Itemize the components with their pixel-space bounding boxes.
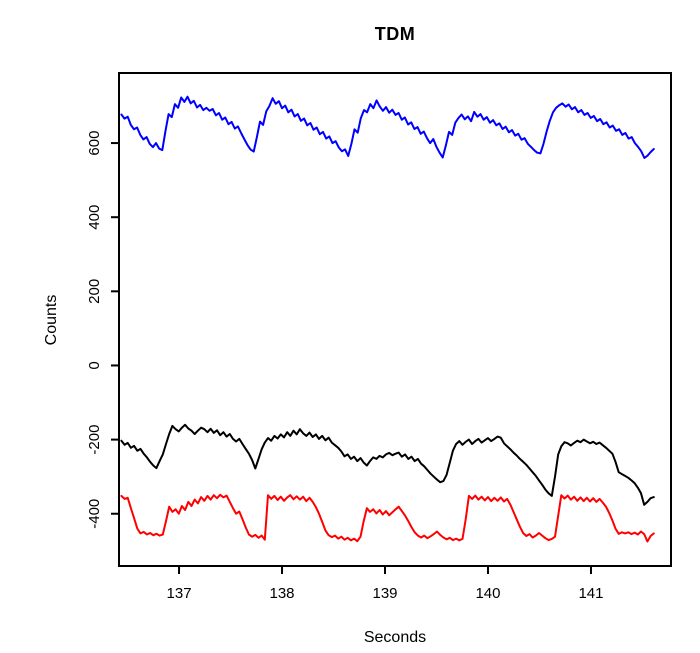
y-tick-label: 200	[86, 279, 103, 304]
plot-box	[118, 72, 672, 567]
y-tick-label: -200	[86, 425, 103, 455]
plot-area: 137 138 139 140 141 -400 -200 0 200 400 600	[86, 72, 672, 602]
x-tick-label: 141	[578, 585, 603, 602]
red-trace-line	[120, 493, 655, 543]
x-axis-label: Seconds	[364, 629, 426, 646]
y-tick-label: -400	[86, 499, 103, 529]
blue-trace-line	[120, 95, 655, 159]
x-tick-label: 137	[167, 585, 192, 602]
y-axis-label: Counts	[43, 295, 60, 346]
x-tick-label: 138	[270, 585, 295, 602]
x-tick-label: 139	[372, 585, 397, 602]
y-tick-label: 400	[86, 205, 103, 230]
y-tick-label: 600	[86, 131, 103, 156]
chart-title: TDM	[375, 24, 416, 44]
black-trace-line	[120, 423, 655, 506]
x-tick-label: 140	[475, 585, 500, 602]
y-tick-label: 0	[86, 361, 103, 369]
